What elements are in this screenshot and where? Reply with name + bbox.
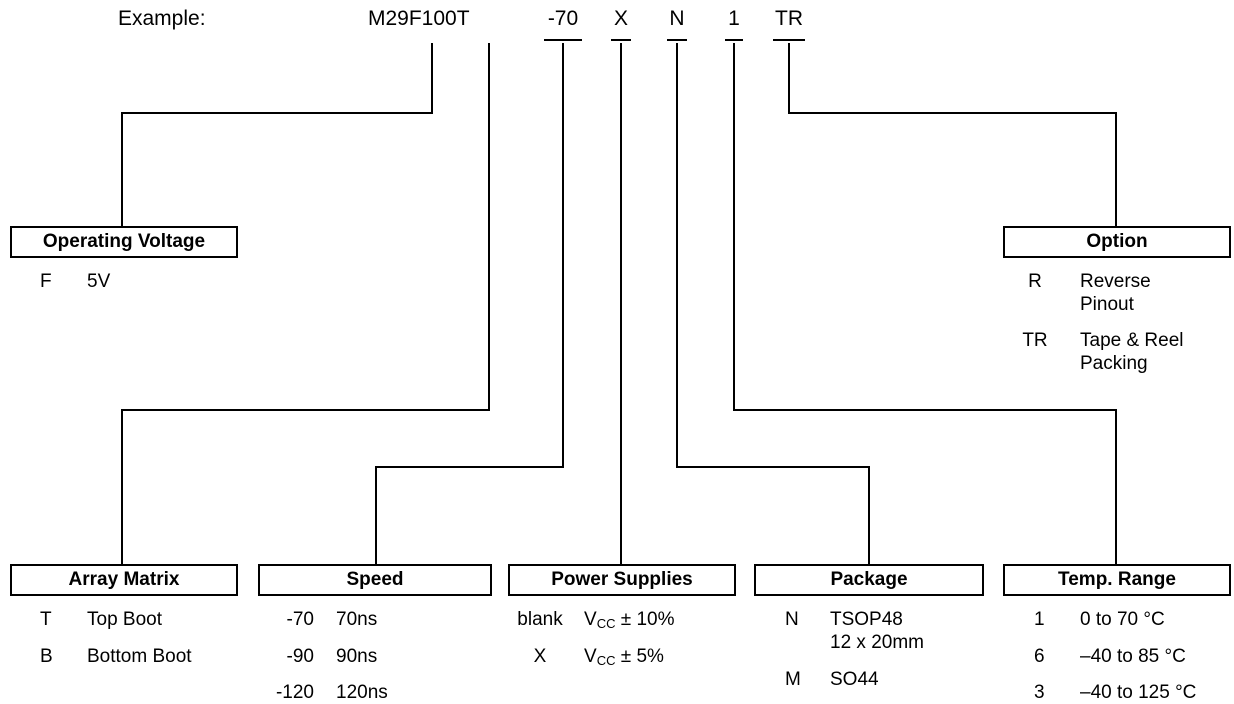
- array-matrix-title: Array Matrix: [10, 564, 238, 596]
- temp-desc-1: 0 to 70 °C: [1080, 609, 1165, 630]
- option-code-r: R: [1028, 271, 1042, 292]
- power-desc-x: VCC ± 5%: [584, 646, 664, 668]
- option-title: Option: [1003, 226, 1231, 258]
- option-desc-r-line1: Reverse: [1080, 271, 1151, 292]
- speed-code-90: -90: [286, 646, 314, 667]
- speed-title: Speed: [258, 564, 492, 596]
- line-option: [788, 43, 1117, 226]
- line-array-matrix: [121, 43, 490, 564]
- temp-code-3: 3: [1034, 682, 1045, 703]
- package-desc-m: SO44: [830, 669, 879, 690]
- speed-code-120: -120: [275, 682, 314, 703]
- example-temp-code: 1: [728, 7, 740, 30]
- package-code-n: N: [785, 609, 799, 630]
- temp-code-6: 6: [1034, 646, 1045, 667]
- package-desc-n-line1: TSOP48: [830, 609, 903, 630]
- example-speed-code: -70: [547, 7, 579, 30]
- temp-code-1: 1: [1034, 609, 1045, 630]
- power-code-blank: blank: [517, 609, 563, 630]
- speed-desc-90: 90ns: [336, 646, 378, 667]
- example-label: Example:: [118, 7, 206, 30]
- power-code-x: X: [533, 646, 547, 667]
- operating-voltage-code: F: [40, 271, 52, 292]
- line-temp-range: [733, 43, 1117, 564]
- speed-code-70: -70: [286, 609, 314, 630]
- array-matrix-code-b: B: [40, 646, 53, 667]
- array-matrix-desc-t: Top Boot: [87, 609, 162, 630]
- speed-desc-70: 70ns: [336, 609, 378, 630]
- temp-range-title: Temp. Range: [1003, 564, 1231, 596]
- package-code-m: M: [785, 669, 801, 690]
- temp-desc-3: –40 to 125 °C: [1080, 682, 1197, 703]
- example-power-code: X: [613, 7, 628, 30]
- array-matrix-code-t: T: [40, 609, 52, 630]
- example-part-number: M29F100T: [368, 7, 470, 30]
- option-desc-tr-line2: Packing: [1080, 353, 1148, 374]
- option-desc-tr-line1: Tape & Reel: [1080, 330, 1184, 351]
- example-package-code: N: [669, 7, 685, 30]
- line-speed: [375, 43, 564, 564]
- speed-desc-120: 120ns: [336, 682, 388, 703]
- power-desc-blank: VCC ± 10%: [584, 609, 675, 631]
- operating-voltage-title: Operating Voltage: [10, 226, 238, 258]
- package-title: Package: [754, 564, 984, 596]
- temp-desc-6: –40 to 85 °C: [1080, 646, 1186, 667]
- package-desc-n-line2: 12 x 20mm: [830, 632, 924, 653]
- example-option-code: TR: [775, 7, 803, 30]
- array-matrix-desc-b: Bottom Boot: [87, 646, 192, 667]
- line-operating-voltage: [121, 43, 433, 226]
- operating-voltage-desc: 5V: [87, 271, 111, 292]
- option-code-tr: TR: [1022, 330, 1048, 351]
- option-desc-r-line2: Pinout: [1080, 294, 1134, 315]
- line-package: [676, 43, 870, 564]
- power-supplies-title: Power Supplies: [508, 564, 736, 596]
